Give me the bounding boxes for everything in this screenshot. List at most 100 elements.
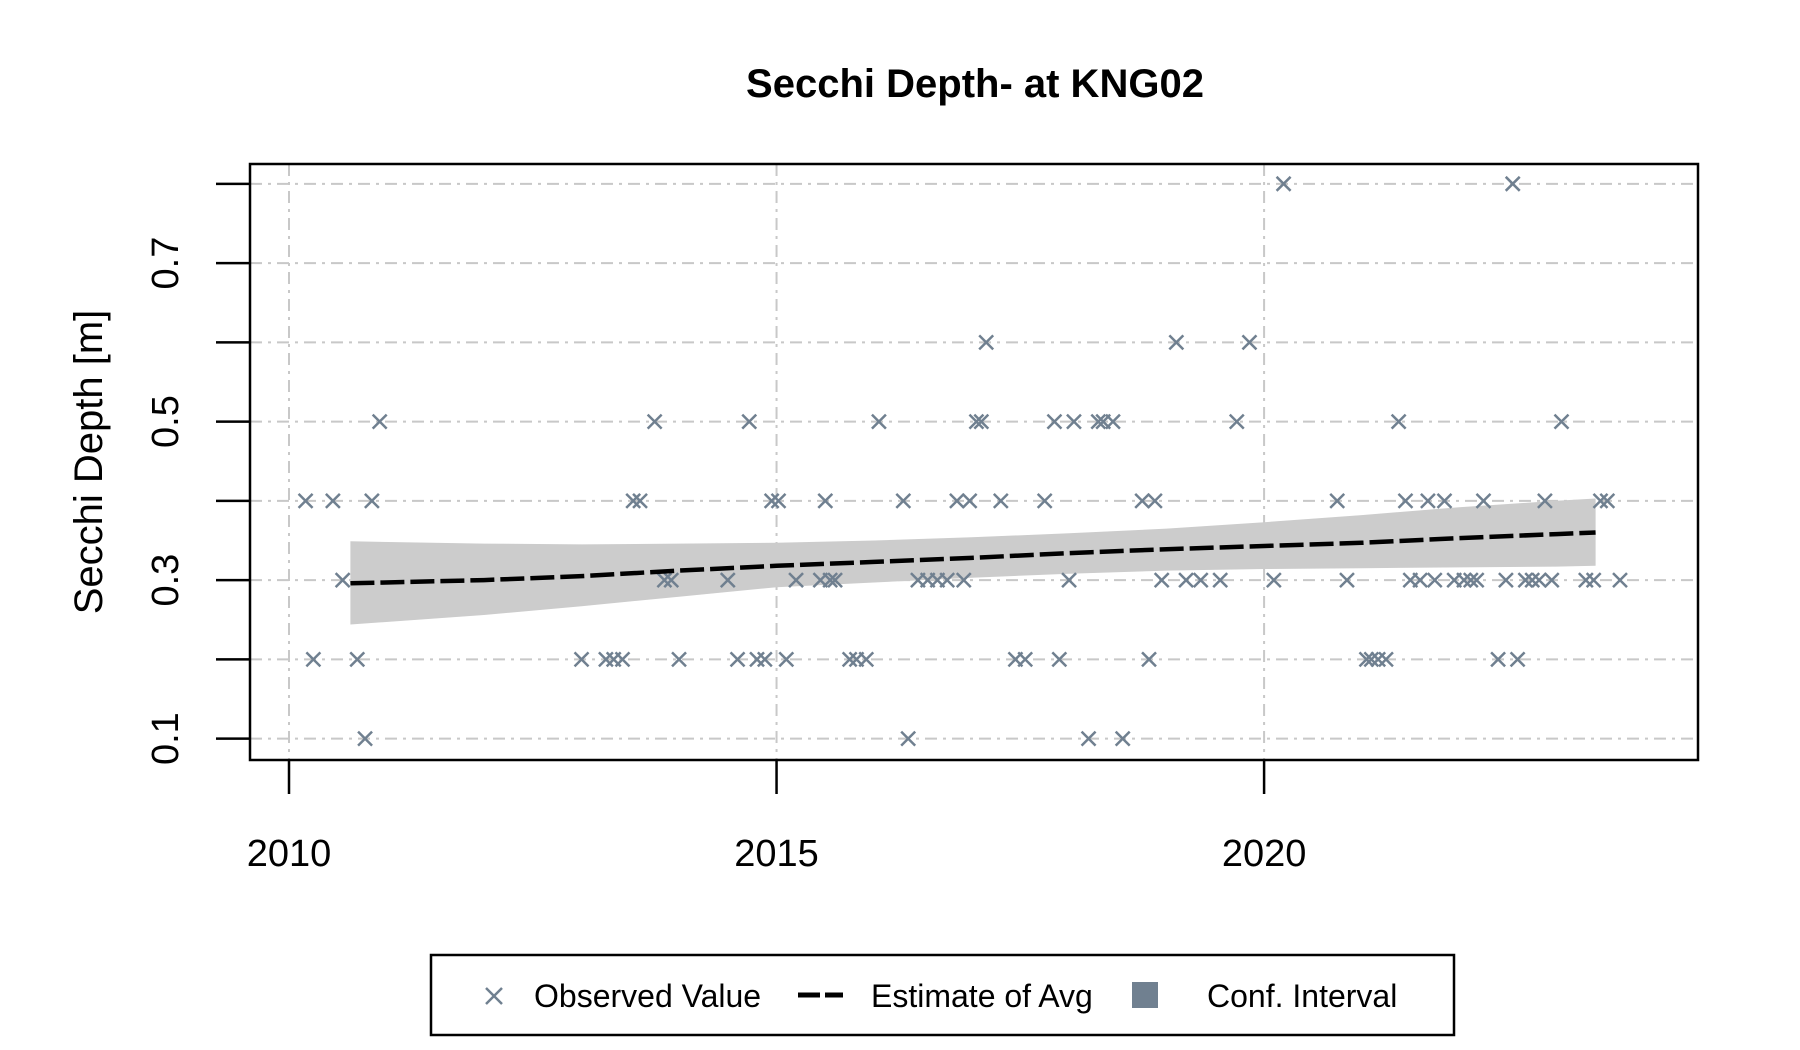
observed-point [1066, 413, 1082, 430]
observed-point [1192, 572, 1209, 588]
observed-point [1531, 572, 1547, 588]
observed-point [1475, 492, 1492, 509]
confidence-band-layer [350, 498, 1596, 625]
observed-point [749, 651, 765, 668]
observed-point [1599, 492, 1616, 509]
observed-point [1585, 572, 1602, 588]
observed-point [1436, 492, 1453, 509]
observed-point [756, 651, 773, 668]
observed-point [719, 572, 736, 588]
observed-point [1017, 651, 1034, 668]
observed-point [1339, 572, 1355, 588]
observed-point [1537, 492, 1553, 509]
observed-point [1504, 175, 1521, 192]
observed-point [1462, 572, 1479, 588]
observed-point [1498, 572, 1514, 588]
observed-point [955, 572, 972, 588]
observed-point [858, 651, 875, 668]
observed-point [1168, 334, 1185, 351]
observed-point [1212, 572, 1229, 588]
observed-point [1134, 492, 1151, 509]
observed-point [1061, 572, 1077, 588]
observed-point [625, 492, 642, 509]
observed-point [305, 651, 322, 668]
observed-point [1046, 413, 1063, 430]
observed-point [1397, 492, 1414, 509]
estimate-line-layer [350, 530, 1596, 586]
observed-point [961, 492, 978, 509]
x-tick-label: 2015 [734, 833, 819, 875]
observed-point [646, 413, 663, 430]
observed-point [357, 730, 373, 747]
observed-point [614, 651, 631, 668]
observed-point [656, 572, 673, 588]
y-tick-label: 0.7 [145, 237, 187, 290]
observed-point [973, 413, 990, 430]
observed-point [949, 492, 965, 509]
observed-point [778, 651, 795, 668]
observed-point [1524, 572, 1541, 588]
legend: Observed Value Estimate of Avg Conf. Int… [429, 953, 1456, 1037]
observed-point [1363, 651, 1380, 668]
axes: 0.1 0.3 0.5 0.7 2010 2015 2020 [145, 182, 1307, 875]
confidence-band [350, 498, 1596, 625]
observed-point [334, 572, 351, 588]
y-tick-label: 0.3 [145, 554, 187, 607]
observed-point [1543, 572, 1560, 588]
observed-point [1426, 572, 1443, 588]
observed-point [978, 334, 995, 351]
observed-points-layer [297, 175, 1628, 747]
observed-point [1412, 572, 1428, 588]
observed-point [841, 651, 858, 668]
observed-point [1241, 334, 1258, 351]
observed-point [817, 492, 834, 509]
observed-point [1036, 492, 1053, 509]
observed-point [895, 492, 912, 509]
observed-point [1141, 651, 1157, 668]
observed-point [297, 492, 314, 509]
observed-point [1612, 572, 1628, 588]
observed-point [827, 572, 843, 588]
observed-point [763, 492, 780, 509]
observed-point [1456, 572, 1472, 588]
observed-point [1370, 651, 1387, 668]
observed-point [1105, 413, 1121, 430]
observed-point [1468, 572, 1485, 588]
observed-point [1080, 730, 1097, 747]
observed-point [992, 492, 1009, 509]
square-icon [1132, 982, 1158, 1008]
observed-point [1517, 572, 1534, 588]
legend-label-ci: Conf. Interval [1207, 978, 1397, 1014]
plot-frame [248, 162, 1700, 762]
x-tick-label: 2010 [247, 833, 332, 875]
x-tick-label: 2020 [1222, 833, 1307, 875]
observed-point [1420, 492, 1436, 509]
grid [250, 164, 1698, 760]
observed-point [900, 730, 917, 747]
observed-point [741, 413, 758, 430]
observed-point [1390, 413, 1407, 430]
y-tick-label: 0.1 [145, 712, 187, 765]
observed-point [822, 572, 839, 588]
estimate-line [350, 530, 1596, 586]
observed-point [663, 572, 680, 588]
observed-point [1146, 492, 1163, 509]
observed-point [1051, 651, 1068, 668]
observed-point [871, 413, 887, 430]
observed-x-icon [485, 987, 503, 1005]
observed-point [1090, 413, 1107, 430]
observed-point [324, 492, 341, 509]
chart-title: Secchi Depth- at KNG02 [746, 62, 1204, 106]
legend-box [429, 953, 1456, 1037]
observed-point [1329, 492, 1346, 509]
observed-point [364, 492, 380, 509]
observed-point [1553, 413, 1570, 430]
observed-point [1490, 651, 1506, 668]
observed-point [939, 572, 956, 588]
observed-point [1592, 492, 1609, 509]
observed-point [1114, 730, 1131, 747]
observed-point [1228, 413, 1245, 430]
observed-point [788, 572, 804, 588]
observed-point [1265, 572, 1282, 588]
